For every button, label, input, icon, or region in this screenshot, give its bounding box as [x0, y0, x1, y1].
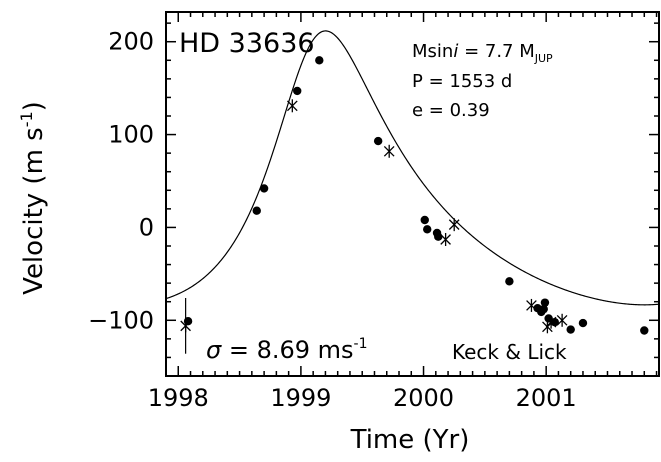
- data-point-star: [448, 218, 460, 232]
- source-label: Keck & Lick: [452, 340, 567, 364]
- data-point-star: [526, 298, 537, 312]
- data-point-star: [286, 99, 298, 113]
- data-point-dot: [373, 136, 383, 146]
- data-point-dot: [423, 225, 432, 234]
- x-tick-label: 2000: [393, 384, 454, 412]
- chart-title: HD 33636: [179, 28, 315, 59]
- x-tick-label: 1998: [148, 384, 209, 412]
- data-points: [180, 56, 649, 335]
- y-tick-label: −100: [88, 306, 154, 334]
- data-point-dot: [578, 318, 588, 328]
- period-annotation: P = 1553 d: [412, 71, 512, 92]
- y-tick-label: 200: [108, 28, 154, 56]
- y-tick-label: 100: [108, 121, 154, 149]
- star-stroke: [180, 320, 191, 332]
- star-stroke: [440, 234, 451, 245]
- star-stroke: [526, 300, 537, 311]
- msini-annotation: Msini = 7.7 MJUP: [412, 41, 553, 65]
- star-stroke: [383, 145, 395, 157]
- x-axis-title: Time (Yr): [350, 425, 470, 455]
- data-point-star: [545, 315, 557, 329]
- y-tick-label: 0: [139, 213, 154, 241]
- data-point-dot: [293, 86, 302, 96]
- data-point-dot: [505, 277, 514, 286]
- data-point-star: [556, 313, 568, 327]
- data-point-dot: [640, 326, 649, 335]
- data-point-dot: [540, 298, 550, 307]
- star-stroke: [556, 314, 568, 326]
- data-point-dot: [434, 232, 443, 241]
- star-stroke: [286, 100, 298, 112]
- star-stroke: [448, 219, 460, 230]
- data-point-dot: [566, 325, 575, 334]
- data-point-dot: [315, 56, 324, 65]
- tick-labels: 1998 1999 2000 2001 200 100 0 −100: [88, 28, 577, 412]
- x-tick-label: 1999: [270, 384, 331, 412]
- data-point-dot: [420, 215, 429, 225]
- orbit-fit-curve: [165, 30, 660, 306]
- data-point-dot: [259, 184, 269, 193]
- y-axis-title: Velocity (m s-1): [17, 101, 49, 295]
- data-point-star: [383, 144, 395, 158]
- eccentricity-annotation: e = 0.39: [412, 100, 490, 121]
- data-point-star: [180, 319, 191, 333]
- x-tick-label: 2001: [516, 384, 577, 412]
- rms-annotation: σ = 8.69 ms-1: [206, 336, 368, 364]
- data-point-dot: [252, 206, 261, 215]
- star-stroke: [545, 316, 557, 328]
- data-point-star: [440, 233, 451, 246]
- plot-frame: [165, 11, 660, 377]
- data-point-dot: [539, 304, 548, 314]
